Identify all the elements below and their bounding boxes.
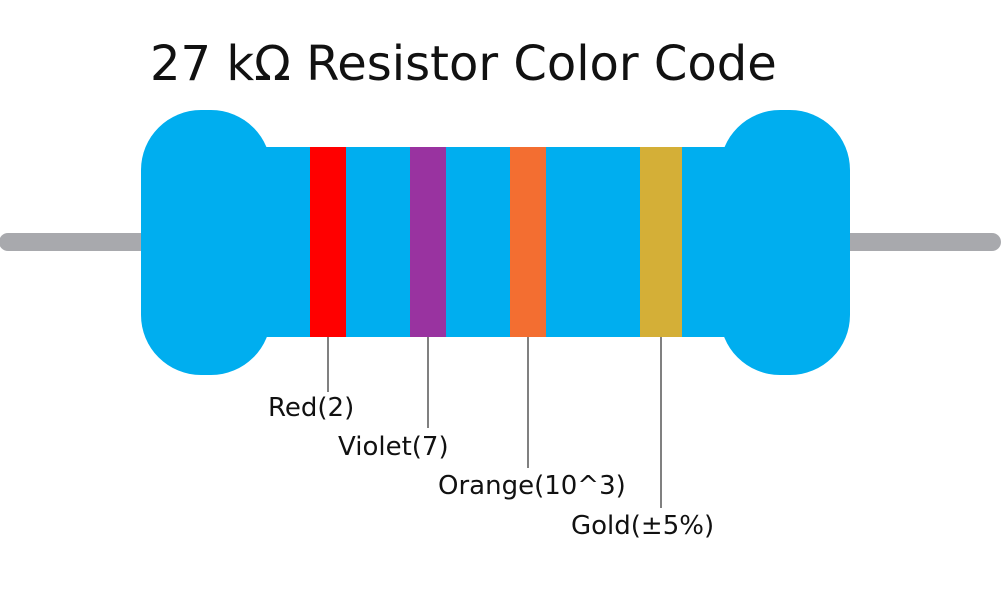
band-1-label: Red(2) — [268, 393, 354, 423]
resistor-body — [141, 110, 850, 375]
resistor-left-end-cap — [141, 110, 271, 375]
band-3-label: Orange(10^3) — [438, 471, 626, 501]
band-3-orange — [510, 147, 546, 337]
band-2-violet — [410, 147, 446, 337]
band-1-red — [310, 147, 346, 337]
resistor-right-end-cap — [720, 110, 850, 375]
diagram-title: 27 kΩ Resistor Color Code — [150, 36, 777, 92]
band-2-label: Violet(7) — [338, 432, 449, 462]
band-4-gold — [640, 147, 682, 337]
band-4-label: Gold(±5%) — [571, 511, 714, 541]
